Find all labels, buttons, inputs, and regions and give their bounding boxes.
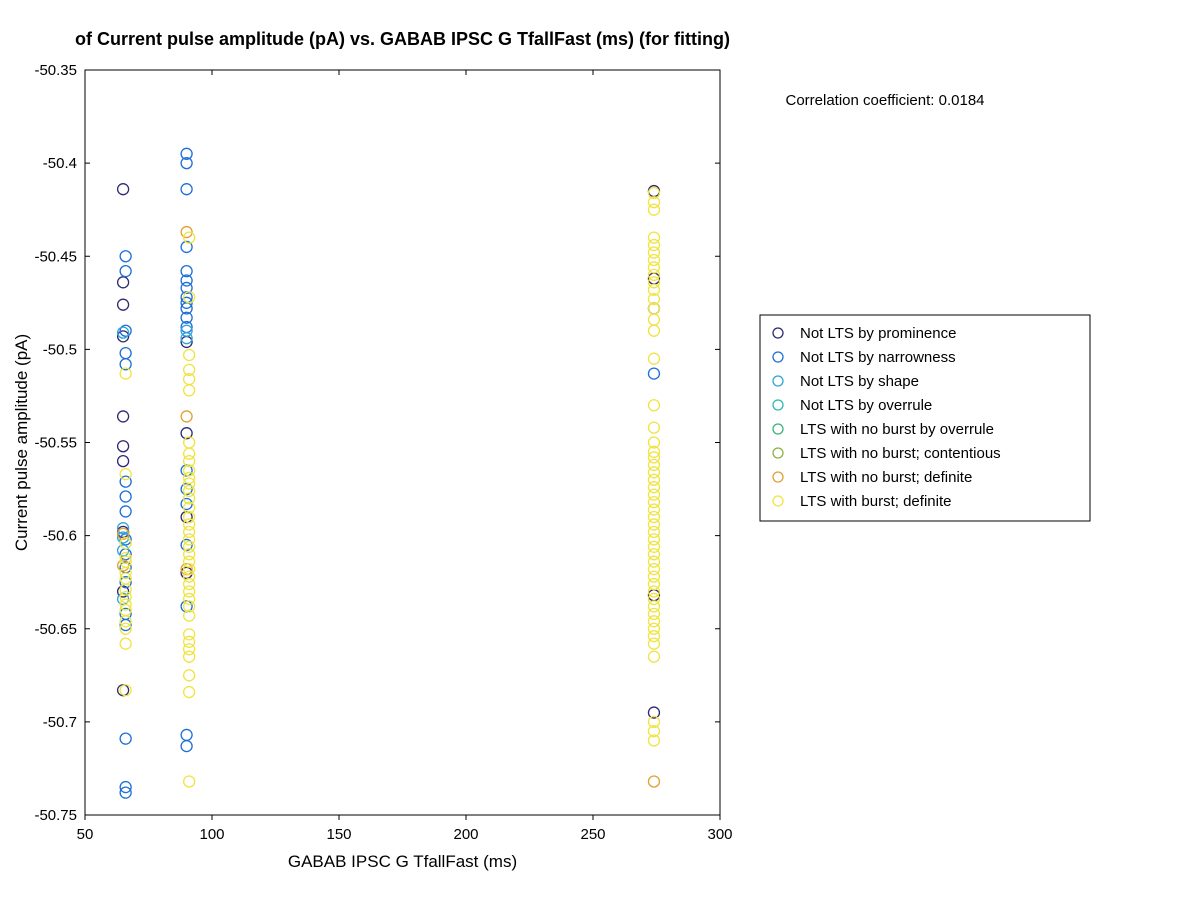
chart-root: of Current pulse amplitude (pA) vs. GABA…: [0, 0, 1200, 900]
x-tick-label: 300: [707, 826, 732, 843]
x-tick-label: 250: [580, 826, 605, 843]
correlation-annotation: Correlation coefficient: 0.0184: [785, 92, 984, 109]
y-tick-label: -50.7: [43, 714, 77, 731]
legend-label: LTS with no burst by overrule: [800, 421, 994, 438]
x-tick-label: 200: [453, 826, 478, 843]
legend-label: Not LTS by prominence: [800, 325, 956, 342]
x-tick-label: 50: [77, 826, 94, 843]
legend-box: [760, 315, 1090, 521]
y-tick-label: -50.5: [43, 341, 77, 358]
plot-area: [85, 70, 720, 815]
x-tick-label: 100: [199, 826, 224, 843]
y-tick-label: -50.55: [34, 435, 77, 452]
legend-label: Not LTS by overrule: [800, 397, 932, 414]
y-tick-label: -50.6: [43, 528, 77, 545]
x-axis-label: GABAB IPSC G TfallFast (ms): [288, 852, 517, 871]
legend-label: Not LTS by narrowness: [800, 349, 956, 366]
legend-label: LTS with no burst; contentious: [800, 445, 1001, 462]
chart-title: of Current pulse amplitude (pA) vs. GABA…: [75, 29, 730, 49]
y-axis-label: Current pulse amplitude (pA): [12, 334, 31, 551]
scatter-chart-svg: of Current pulse amplitude (pA) vs. GABA…: [0, 0, 1200, 900]
y-tick-label: -50.45: [34, 248, 77, 265]
y-tick-label: -50.35: [34, 62, 77, 79]
y-tick-label: -50.4: [43, 155, 77, 172]
legend-label: Not LTS by shape: [800, 373, 919, 390]
x-tick-label: 150: [326, 826, 351, 843]
legend-label: LTS with burst; definite: [800, 493, 951, 510]
y-tick-label: -50.65: [34, 621, 77, 638]
y-tick-label: -50.75: [34, 807, 77, 824]
legend-label: LTS with no burst; definite: [800, 469, 972, 486]
